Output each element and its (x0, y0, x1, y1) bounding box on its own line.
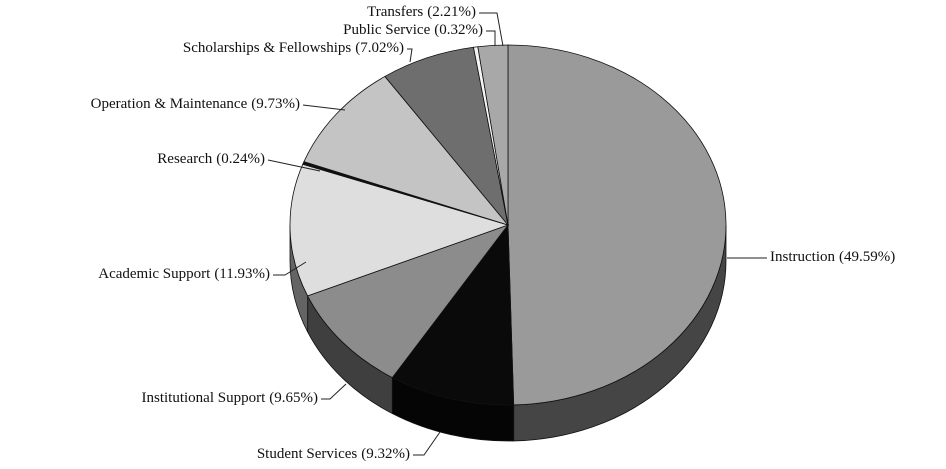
slice-label: Operation & Maintenance (9.73%) (91, 96, 300, 112)
slice (477, 44, 509, 226)
slice-category: Research (157, 151, 212, 167)
leader-line (302, 104, 346, 111)
slice-label: Public Service (0.32%) (343, 22, 483, 38)
slice-value: (0.32%) (434, 22, 483, 38)
slice (289, 163, 510, 297)
slice-category: Student Services (257, 446, 358, 462)
slice-category: Transfers (367, 4, 423, 20)
slice (307, 224, 510, 379)
leader-line (413, 431, 441, 456)
slice (391, 223, 515, 406)
slice-value: (49.59%) (839, 249, 895, 265)
slice-value: (2.21%) (427, 4, 476, 20)
slice-category: Operation & Maintenance (91, 96, 248, 112)
leader-line (486, 30, 496, 46)
slice-label: Instruction (49.59%) (770, 249, 895, 265)
slice-category: Scholarships & Fellowships (183, 40, 352, 56)
slice-category: Instruction (770, 249, 835, 265)
leader-line (273, 261, 307, 276)
slice (303, 75, 510, 226)
slice-label: Academic Support (11.93%) (98, 266, 270, 282)
slice-value: (9.73%) (251, 96, 300, 112)
slice-category: Institutional Support (142, 390, 267, 406)
slice-value: (9.65%) (269, 390, 318, 406)
leader-line (267, 159, 321, 172)
slice-value: (7.02%) (355, 40, 404, 56)
slice (507, 44, 727, 406)
pie-tops (289, 44, 727, 406)
leader-line (479, 12, 504, 47)
slice-label: Transfers (2.21%) (367, 4, 476, 20)
slice-labels: Instruction (49.59%) Student Services (9.32… (91, 4, 896, 462)
slice-label: Research (0.24%) (157, 151, 265, 167)
slice-category: Public Service (343, 22, 430, 38)
slice-value: (0.24%) (216, 151, 265, 167)
leader-line (407, 48, 413, 63)
slice-label: Institutional Support (9.65%) (142, 390, 319, 406)
slice-value: (9.32%) (361, 446, 410, 462)
slice-label: Student Services (9.32%) (257, 446, 410, 462)
leader-line (321, 383, 347, 400)
slice-label: Scholarships & Fellowships (7.02%) (183, 40, 404, 56)
slice-value: (11.93%) (214, 266, 270, 282)
slice-category: Academic Support (98, 266, 211, 282)
